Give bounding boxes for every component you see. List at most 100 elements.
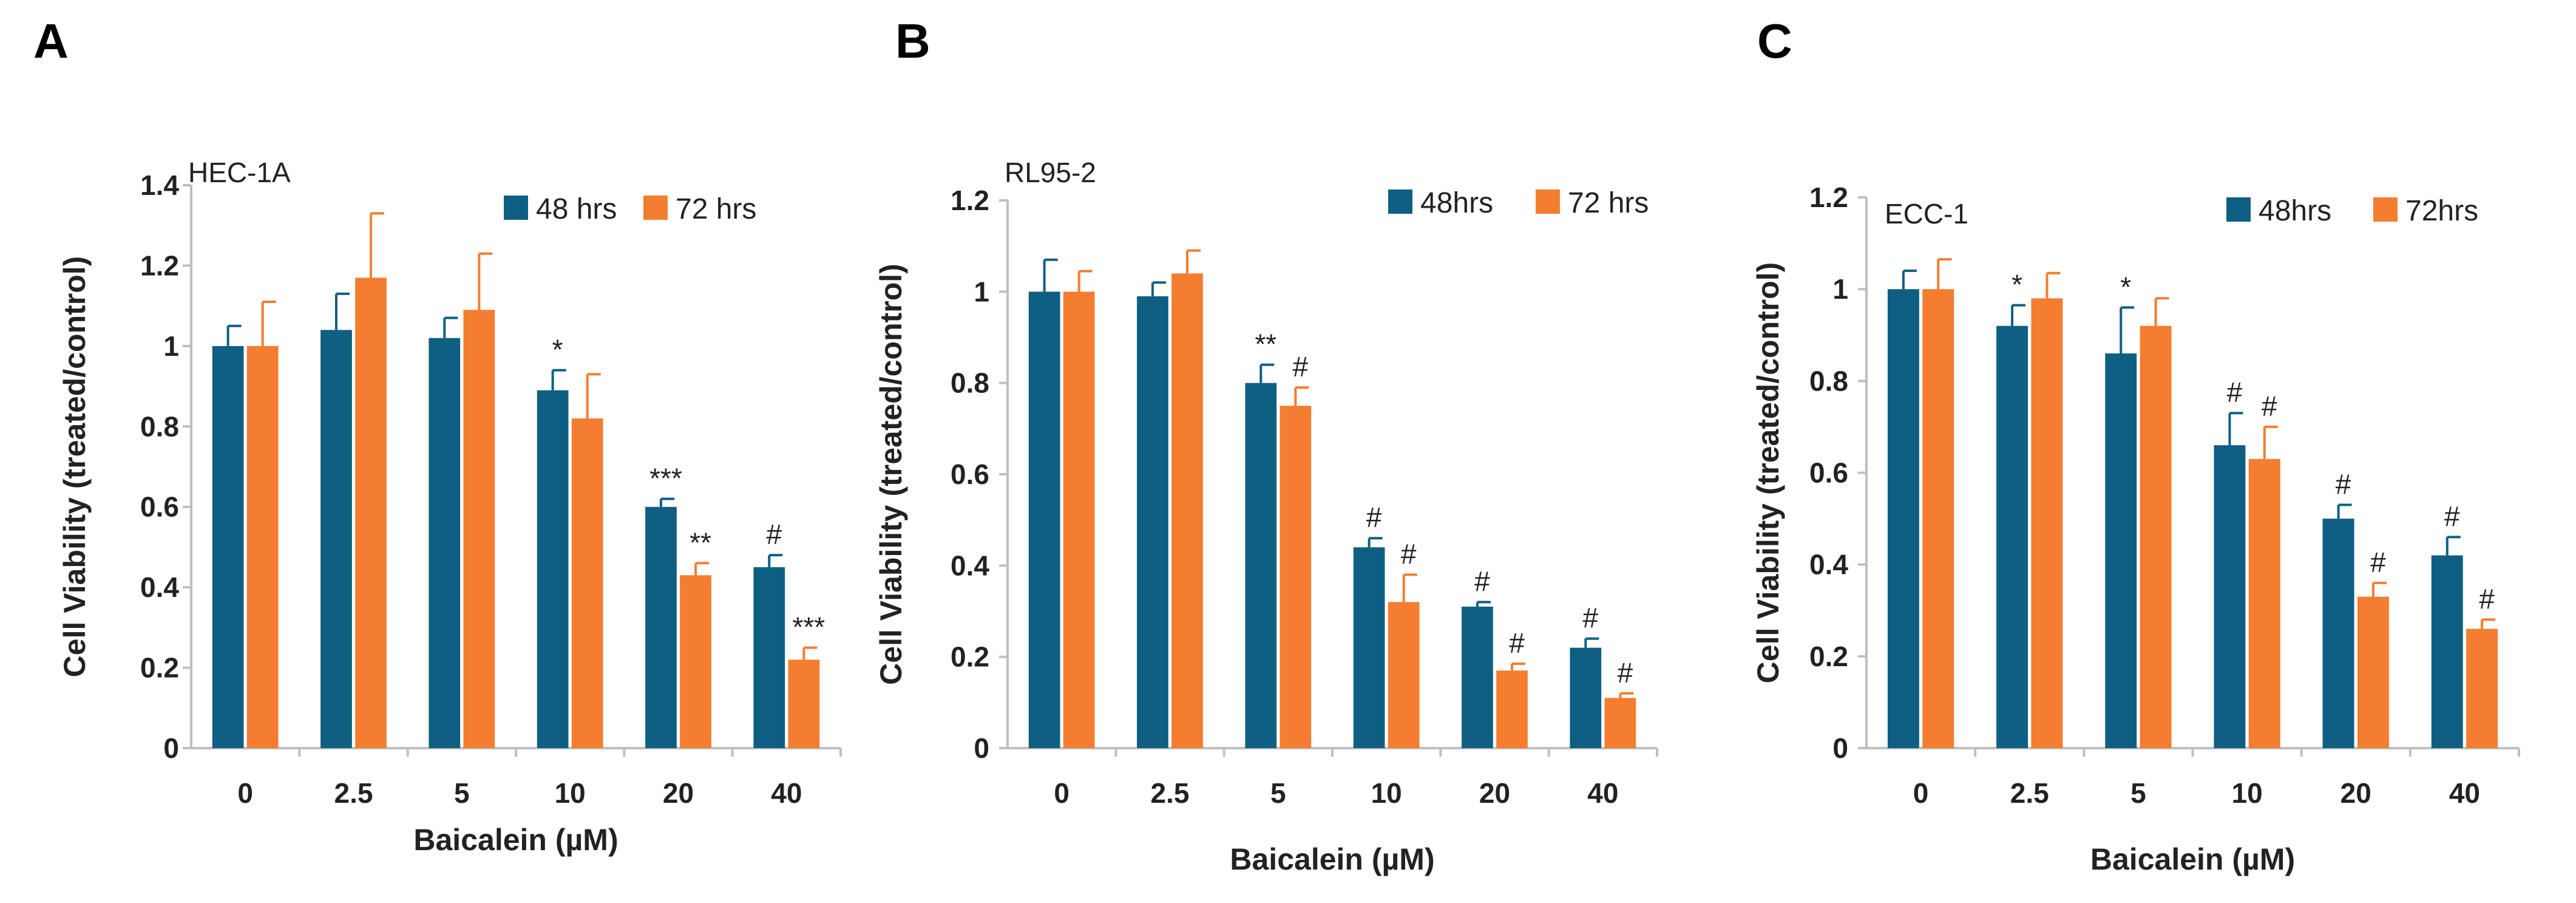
bar-h72-40 [2466, 629, 2498, 748]
bar-h72-20 [680, 575, 711, 748]
significance-marker: # [2479, 583, 2495, 615]
bar-h72-5 [1280, 406, 1312, 748]
bar-h48-20 [1462, 606, 1493, 748]
significance-marker: # [2336, 468, 2351, 500]
x-tick-label: 40 [1587, 777, 1618, 809]
y-tick-label: 0 [974, 732, 989, 764]
y-tick-label: 0 [1832, 732, 1848, 764]
cell-line-label: HEC-1A [188, 157, 291, 188]
x-tick-label: 2.5 [334, 777, 373, 809]
y-tick-label: 0.2 [1809, 641, 1848, 672]
x-axis-title: Baicalein (µM) [1230, 842, 1434, 876]
significance-marker: * [2012, 269, 2022, 301]
x-axis-title: Baicalein (µM) [2090, 842, 2295, 876]
x-tick-label: 40 [771, 777, 802, 809]
significance-marker: *** [649, 462, 682, 494]
y-tick-label: 1.2 [140, 250, 179, 281]
y-tick-label: 0.8 [951, 367, 989, 399]
legend-label-72: 72hrs [2405, 195, 2478, 227]
bar-h72-2.5 [1171, 273, 1203, 748]
bar-h48-20 [645, 506, 677, 748]
significance-marker: # [1509, 627, 1525, 659]
bar-h48-0 [1028, 291, 1060, 748]
bar-h72-5 [463, 310, 495, 748]
bar-h48-5 [2105, 353, 2137, 748]
panel-letter: C [1757, 14, 1792, 68]
x-tick-label: 20 [663, 777, 694, 809]
legend-swatch-48 [504, 196, 528, 220]
x-tick-label: 2.5 [2010, 777, 2049, 809]
legend: 48hrs 72hrs [2226, 195, 2478, 227]
bar-h48-10 [1353, 547, 1385, 748]
legend-label-48: 48hrs [2259, 195, 2331, 227]
bar-h48-2.5 [320, 330, 352, 748]
significance-marker: # [2262, 390, 2277, 422]
x-tick-label: 20 [1479, 777, 1510, 809]
x-tick-label: 5 [454, 777, 470, 809]
bar-h48-5 [1245, 383, 1277, 748]
bar-h72-10 [1388, 602, 1420, 748]
bar-h72-20 [1496, 670, 1528, 748]
y-tick-label: 0.2 [951, 641, 989, 673]
bar-h48-0 [1887, 289, 1919, 749]
x-tick-label: 0 [1913, 777, 1929, 809]
significance-marker: # [1366, 502, 1382, 533]
legend: 48hrs 72 hrs [1388, 187, 1649, 219]
x-tick-label: 40 [2449, 777, 2480, 809]
legend-label-48: 48 hrs [536, 193, 617, 225]
x-tick-label: 2.5 [1151, 777, 1190, 809]
legend: 48 hrs 72 hrs [504, 193, 756, 225]
y-tick-label: 1.2 [1809, 182, 1848, 213]
significance-marker: ** [690, 526, 711, 558]
legend-swatch-48 [2226, 197, 2251, 222]
x-tick-label: 5 [2130, 777, 2146, 809]
bar-h72-20 [2357, 596, 2389, 748]
y-tick-label: 0.2 [140, 652, 179, 684]
y-tick-label: 0 [163, 732, 179, 764]
x-tick-label: 0 [1054, 777, 1069, 809]
y-tick-label: 1 [163, 330, 179, 362]
y-tick-label: 0.6 [140, 491, 179, 523]
y-axis-title: Cell Viability (treated/control) [1751, 262, 1785, 684]
y-tick-label: 0.8 [1809, 365, 1848, 397]
significance-marker: *** [793, 611, 825, 642]
y-tick-label: 0.4 [140, 571, 179, 603]
significance-marker: * [2120, 271, 2131, 302]
significance-marker: # [2370, 547, 2386, 578]
bar-h48-0 [212, 346, 244, 748]
legend-label-48: 48hrs [1420, 187, 1493, 219]
bar-h72-5 [2140, 325, 2172, 748]
x-tick-label: 0 [237, 777, 253, 809]
bar-h48-10 [2214, 445, 2246, 748]
x-axis-title: Baicalein (µM) [413, 823, 618, 857]
bar-h72-2.5 [2031, 298, 2063, 748]
legend-swatch-72 [2373, 197, 2398, 222]
bar-h72-40 [788, 659, 820, 748]
x-tick-label: 10 [1371, 777, 1402, 809]
chart-panel-b: B 0 0.2 0.4 0.6 0.8 1 1.2 0 2.5 5 10 20 40 ** # # # # # # # RL… [874, 14, 1658, 876]
bar-h72-0 [1922, 289, 1954, 749]
bar-h48-20 [2322, 519, 2354, 748]
legend-label-72: 72 hrs [1568, 187, 1649, 219]
bar-h48-2.5 [1137, 296, 1168, 749]
bar-h72-10 [2248, 458, 2280, 748]
chart-panel-c: C 0 0.2 0.4 0.6 0.8 1 1.2 0 2.5 5 10 20 40 * * # # # # # # ECC… [1751, 14, 2520, 876]
y-tick-label: 0.4 [951, 550, 989, 581]
panel-letter: A [33, 14, 69, 68]
bar-h72-2.5 [355, 278, 387, 748]
significance-marker: * [552, 334, 563, 366]
bar-h72-0 [1063, 291, 1095, 748]
bar-h48-5 [429, 338, 461, 748]
y-axis-title: Cell Viability (treated/control) [874, 264, 908, 685]
x-tick-label: 20 [2340, 777, 2371, 809]
legend-swatch-72 [643, 196, 668, 220]
y-tick-label: 0.8 [140, 411, 179, 442]
bar-h72-0 [246, 346, 279, 748]
legend-swatch-72 [1536, 189, 1560, 214]
y-tick-label: 1.2 [951, 185, 989, 216]
y-tick-label: 1 [974, 276, 989, 307]
y-axis-title: Cell Viability (treated/control) [58, 256, 92, 678]
legend-swatch-48 [1388, 189, 1412, 214]
panel-letter: B [895, 14, 930, 68]
